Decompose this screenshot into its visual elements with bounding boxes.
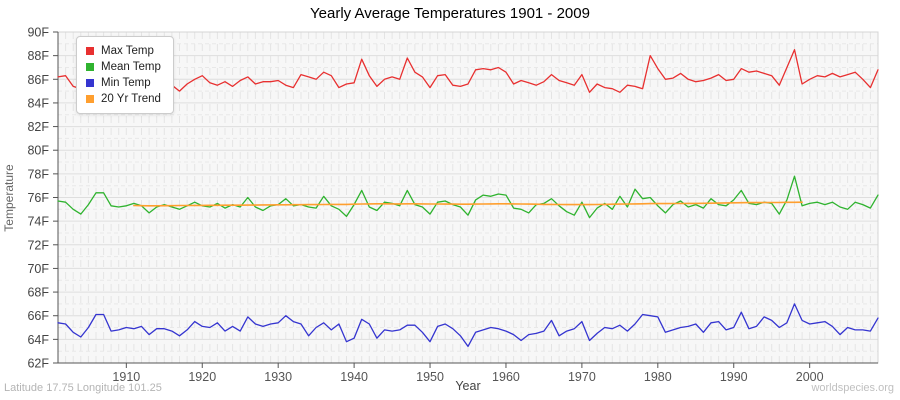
- x-tick-label: 1940: [340, 370, 368, 384]
- x-tick-label: 1990: [720, 370, 748, 384]
- legend-label: 20 Yr Trend: [101, 93, 161, 105]
- series-line-max-temp: [57, 49, 879, 93]
- x-axis-title: Year: [455, 379, 481, 393]
- y-axis: 62F 64F 66F 68F 70F 72F 74F 76F 78F 80F 82F 84F 86F 8…: [27, 26, 59, 371]
- y-tick-label: 84F: [27, 96, 49, 110]
- y-tick-label: 62F: [27, 357, 49, 371]
- y-tick-label: 78F: [27, 167, 49, 181]
- legend-item-20-yr-trend: 20 Yr Trend: [86, 91, 161, 107]
- legend-item-mean-temp: Mean Temp: [86, 59, 161, 75]
- legend: Max Temp Mean Temp Min Temp 20 Yr Trend: [76, 36, 174, 114]
- coordinates-label: Latitude 17.75 Longitude 101.25: [4, 382, 162, 394]
- y-tick-label: 72F: [27, 238, 49, 252]
- watermark: worldspecies.org: [811, 382, 894, 394]
- x-tick-label: 1950: [416, 370, 444, 384]
- y-tick-label: 86F: [27, 73, 49, 87]
- legend-swatch: [86, 47, 94, 55]
- x-tick-label: 1930: [264, 370, 292, 384]
- y-axis-title: Temperature: [2, 164, 16, 232]
- y-tick-label: 82F: [27, 120, 49, 134]
- y-tick-label: 66F: [27, 309, 49, 323]
- x-axis: 1910 1920 1930 1940 1950 1960 1970 1980 1990 2000: [58, 362, 878, 384]
- x-tick-label: 2000: [796, 370, 824, 384]
- y-tick-label: 74F: [27, 215, 49, 229]
- legend-swatch: [86, 79, 94, 87]
- x-tick-label: 1920: [188, 370, 216, 384]
- y-tick-label: 80F: [27, 144, 49, 158]
- y-tick-label: 88F: [27, 49, 49, 63]
- y-tick-label: 70F: [27, 262, 49, 276]
- x-tick-label: 1970: [568, 370, 596, 384]
- grid-horizontal: [58, 43, 878, 352]
- series-line-20-yr-trend: [133, 201, 803, 207]
- chart-title: Yearly Average Temperatures 1901 - 2009: [310, 5, 590, 22]
- x-tick-label: 1980: [644, 370, 672, 384]
- legend-label: Mean Temp: [101, 61, 161, 73]
- legend-swatch: [86, 63, 94, 71]
- y-tick-label: 64F: [27, 333, 49, 347]
- legend-label: Min Temp: [101, 77, 151, 89]
- x-tick-label: 1910: [112, 370, 140, 384]
- series-line-mean-temp: [57, 175, 879, 219]
- legend-swatch: [86, 95, 94, 103]
- legend-label: Max Temp: [101, 45, 154, 57]
- series-line-min-temp: [57, 303, 879, 348]
- x-tick-label: 1960: [492, 370, 520, 384]
- y-tick-label: 90F: [27, 26, 49, 40]
- legend-item-min-temp: Min Temp: [86, 75, 161, 91]
- y-tick-label: 76F: [27, 191, 49, 205]
- legend-item-max-temp: Max Temp: [86, 43, 161, 59]
- y-tick-label: 68F: [27, 286, 49, 300]
